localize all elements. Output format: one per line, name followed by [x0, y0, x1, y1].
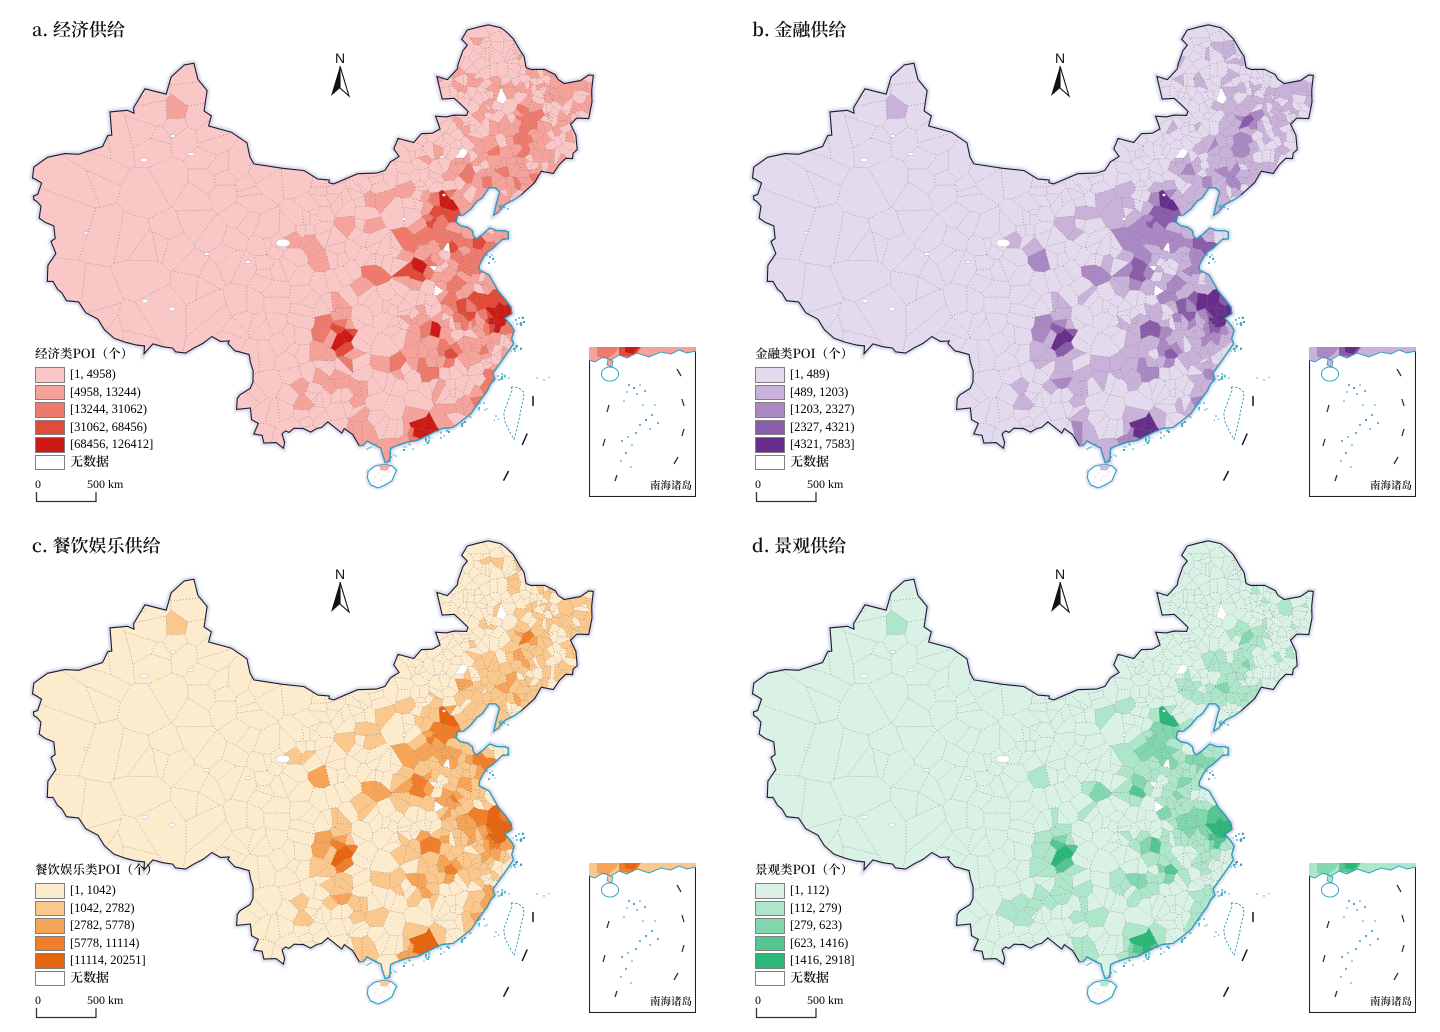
- svg-text:N: N: [335, 50, 345, 66]
- svg-text:N: N: [335, 566, 345, 582]
- svg-text:N: N: [1055, 50, 1065, 66]
- svg-text:N: N: [1055, 566, 1065, 582]
